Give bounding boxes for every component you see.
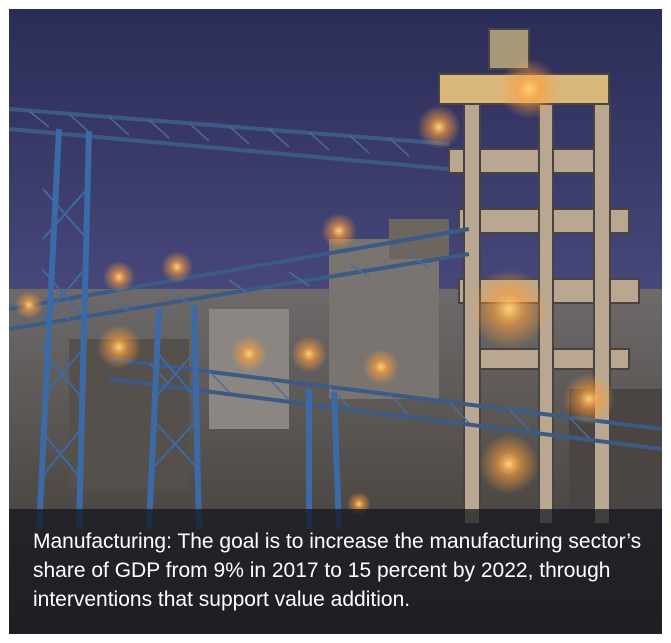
- pylon-bracing: [39, 188, 199, 480]
- caption-text: Manufacturing: The goal is to increase t…: [33, 530, 642, 611]
- photo-frame: Manufacturing: The goal is to increase t…: [9, 9, 662, 634]
- pylons: [36, 128, 342, 530]
- caption-overlay: Manufacturing: The goal is to increase t…: [9, 509, 662, 634]
